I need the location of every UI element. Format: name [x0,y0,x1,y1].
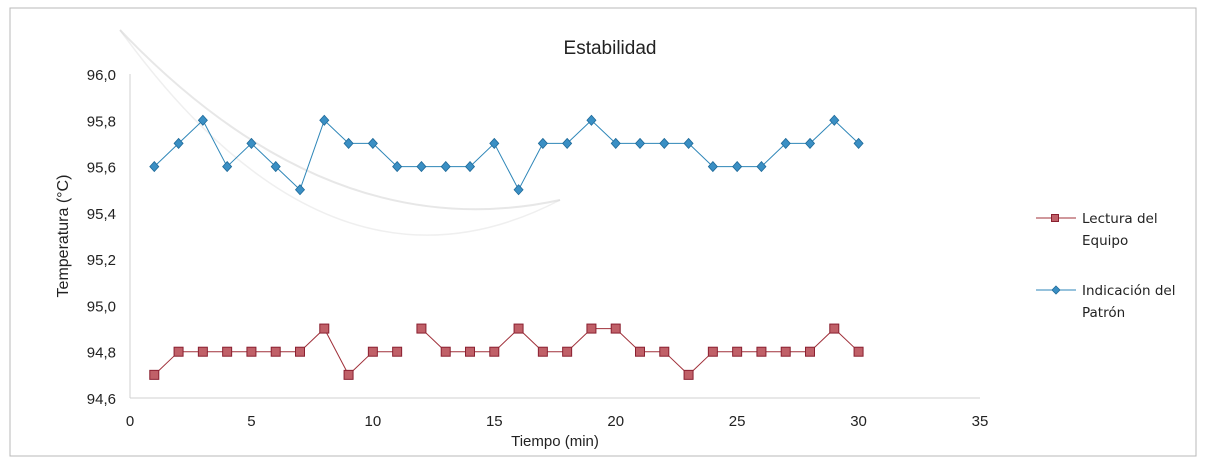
data-point [416,323,427,334]
y-tick-label: 96,0 [87,67,116,84]
data-point [343,137,354,150]
x-tick-label: 35 [972,413,989,430]
x-tick-label: 25 [729,413,746,430]
x-tick-label: 20 [607,413,624,430]
x-tick-label: 15 [486,413,503,430]
data-point [319,323,330,334]
legend-label: Lectura del [1082,211,1158,227]
data-point [659,346,670,357]
watermark-arc-inner [119,29,561,236]
y-axis-label: Temperatura (°C) [55,175,72,298]
x-axis-label: Tiempo (min) [511,433,599,450]
data-point [513,184,524,196]
data-point [416,160,427,173]
data-point [707,160,718,173]
data-point [222,160,233,173]
data-point [610,137,621,150]
data-point [392,160,403,173]
data-point [197,346,208,357]
data-point [246,346,257,357]
legend-label: Equipo [1082,233,1128,249]
data-point [295,346,305,357]
data-point [732,346,743,357]
data-point [392,346,403,357]
data-point [586,323,597,334]
data-point [149,160,160,173]
data-point [440,160,451,173]
data-point [756,160,767,173]
series-layer [149,114,864,380]
data-point [829,323,840,334]
watermark-arc [119,29,561,211]
data-point [319,114,330,126]
data-point [197,114,208,126]
data-point [513,323,524,334]
data-point [489,137,500,150]
data-point [537,137,548,150]
data-point [465,346,475,357]
x-tick-label: 30 [850,413,867,430]
legend-marker [1051,214,1059,222]
data-point [829,114,840,126]
data-point [853,346,864,357]
x-tick-label: 0 [126,413,134,430]
data-point [173,137,184,150]
y-tick-label: 95,4 [87,206,116,223]
data-point [683,137,694,150]
chart-title: Estabilidad [564,38,657,59]
data-point [756,346,767,357]
data-point [805,346,815,357]
data-point [562,137,573,150]
y-tick-label: 94,8 [87,345,116,362]
data-point [562,346,573,357]
data-point [780,137,791,150]
data-point [294,184,306,196]
data-point [804,137,816,150]
data-point [149,369,160,380]
data-point [367,137,378,150]
y-tick-label: 95,2 [87,252,116,269]
series-1 [149,323,864,380]
data-point [222,346,233,357]
data-point [246,137,257,150]
y-tick-label: 95,8 [87,113,116,130]
data-point [367,346,378,357]
data-point [489,346,500,357]
series-2 [149,114,864,196]
data-point [683,369,694,380]
data-point [707,346,718,357]
data-point [173,346,184,357]
legend-marker [1051,285,1061,295]
legend: Lectura del Equipo Indicación del Patrón [1036,211,1175,321]
x-tick-labels: 0 5 10 15 20 25 30 35 [126,413,989,430]
data-point [464,160,476,173]
data-point [537,346,548,357]
data-point [853,137,864,150]
x-tick-label: 10 [365,413,382,430]
data-point [732,160,743,173]
legend-label: Patrón [1082,305,1125,321]
data-point [635,346,645,357]
data-point [610,323,621,334]
data-point [270,346,281,357]
y-tick-label: 94,6 [87,391,116,408]
data-point [634,137,646,150]
data-point [440,346,451,357]
data-point [659,137,670,150]
data-point [270,160,281,173]
x-tick-label: 5 [247,413,255,430]
data-point [780,346,791,357]
data-point [586,114,597,126]
y-tick-label: 95,6 [87,160,116,177]
data-point [343,369,354,380]
y-tick-label: 95,0 [87,298,116,315]
chart-frame [9,7,1197,457]
y-tick-labels: 94,6 94,8 95,0 95,2 95,4 95,6 95,8 96,0 [87,67,116,408]
legend-label: Indicación del [1082,283,1175,299]
